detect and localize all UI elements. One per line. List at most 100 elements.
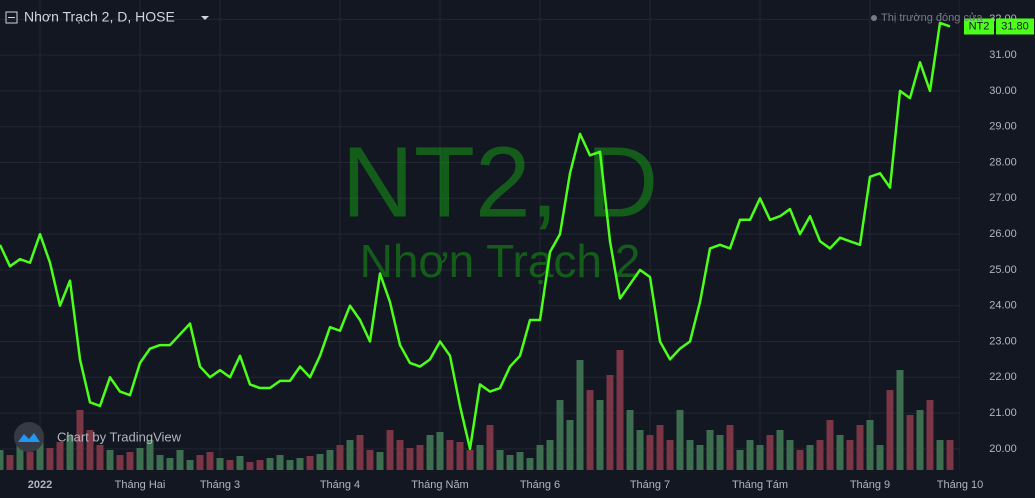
y-tick-label: 31.00 <box>989 49 1017 61</box>
volume-bar <box>186 460 194 470</box>
x-tick-label: Tháng 10 <box>937 479 983 491</box>
volume-bar <box>426 435 434 470</box>
market-status: Thị trường đóng cửa <box>881 12 983 24</box>
volume-bar <box>796 450 804 470</box>
volume-bar <box>896 370 904 470</box>
price-tag-box <box>996 18 1034 35</box>
volume-bar <box>416 445 424 470</box>
volume-bar <box>0 450 4 470</box>
volume-bar <box>266 458 274 470</box>
volume-bar <box>146 440 154 470</box>
volume-bar <box>356 435 364 470</box>
x-tick-label: Tháng Năm <box>411 479 468 491</box>
y-tick-label: 28.00 <box>989 156 1017 168</box>
volume-bar <box>86 430 94 470</box>
volume-bar <box>466 450 474 470</box>
volume-bar <box>516 452 524 470</box>
volume-bar <box>206 452 214 470</box>
volume-bar <box>826 420 834 470</box>
volume-bar <box>576 360 584 470</box>
price-tag-name-box <box>964 18 994 35</box>
volume-bar <box>76 410 84 470</box>
volume-bar <box>546 440 554 470</box>
volume-bar <box>116 455 124 470</box>
price-tag-name: NT2 <box>969 20 990 32</box>
collapse-icon[interactable] <box>5 11 18 24</box>
volume-bar <box>216 458 224 470</box>
volume-bar <box>276 455 284 470</box>
status-dot <box>871 15 877 21</box>
price-line <box>0 21 951 451</box>
volume-bar <box>336 445 344 470</box>
watermark-subtitle: Nhơn Trạch 2 <box>360 235 641 287</box>
volume-bar <box>666 440 674 470</box>
volume-bar <box>636 430 644 470</box>
volume-bar <box>156 455 164 470</box>
axes: 20.00 21.00 22.00 23.00 24.00 25.00 26.00 27.00… <box>28 13 1034 491</box>
volume-bar <box>926 400 934 470</box>
volume-bar <box>476 445 484 470</box>
volume-bar <box>296 458 304 470</box>
y-tick-label: 24.00 <box>989 300 1017 312</box>
volume-bar <box>726 425 734 470</box>
volume-bar <box>876 445 884 470</box>
credit[interactable]: Chart by TradingView <box>57 429 182 444</box>
credit-logo[interactable] <box>14 422 44 452</box>
volume-bar <box>836 435 844 470</box>
volume-bar <box>46 448 54 470</box>
volume-bar <box>766 435 774 470</box>
volume-bar <box>106 450 114 470</box>
y-tick-label: 29.00 <box>989 121 1017 133</box>
volume-bar <box>56 442 64 470</box>
volume-bar <box>346 440 354 470</box>
volume-bar <box>706 430 714 470</box>
x-tick-label: Tháng 4 <box>320 479 360 491</box>
y-tick-label: 27.00 <box>989 192 1017 204</box>
credit-logo-mark <box>18 433 40 442</box>
volume-bar <box>316 454 324 470</box>
volume-bar <box>686 440 694 470</box>
x-tick-label: Tháng 3 <box>200 479 240 491</box>
volume-bar <box>866 420 874 470</box>
volume-bar <box>756 445 764 470</box>
volume-bar <box>806 445 814 470</box>
volume-bar <box>286 460 294 470</box>
x-tick-label: Tháng 7 <box>630 479 670 491</box>
y-tick-label: 21.00 <box>989 407 1017 419</box>
volume-bar <box>786 440 794 470</box>
x-tick-label: 2022 <box>28 479 52 491</box>
volume-bar <box>446 440 454 470</box>
volume-bar <box>646 435 654 470</box>
volume-bar <box>526 458 534 470</box>
chart-title[interactable]: Nhơn Trạch 2, D, HOSE <box>24 9 175 25</box>
y-tick-label: 20.00 <box>989 443 1017 455</box>
volume-bar <box>436 432 444 470</box>
volume-bar <box>886 390 894 470</box>
volume-bar <box>746 440 754 470</box>
volume-bar <box>176 450 184 470</box>
price-axis <box>960 0 1035 498</box>
volume-bar <box>16 445 24 470</box>
volume-bar <box>676 410 684 470</box>
volume-bar <box>596 400 604 470</box>
volume-bar <box>226 460 234 470</box>
volume-bar <box>36 440 44 470</box>
volume-bar <box>626 410 634 470</box>
volume <box>0 350 954 470</box>
volume-bar <box>916 410 924 470</box>
volume-bar <box>816 440 824 470</box>
y-tick-label: 22.00 <box>989 371 1017 383</box>
volume-bar <box>586 390 594 470</box>
volume-bar <box>26 452 34 470</box>
dropdown-arrow[interactable] <box>201 16 209 20</box>
volume-bar <box>396 440 404 470</box>
watermark: NT2, D <box>342 126 659 238</box>
volume-bar <box>406 448 414 470</box>
plot <box>0 21 951 451</box>
volume-bar <box>166 458 174 470</box>
volume-bar <box>736 450 744 470</box>
volume-bar <box>566 420 574 470</box>
y-tick-label: 26.00 <box>989 228 1017 240</box>
y-tick-label: 23.00 <box>989 335 1017 347</box>
volume-bar <box>366 450 374 470</box>
